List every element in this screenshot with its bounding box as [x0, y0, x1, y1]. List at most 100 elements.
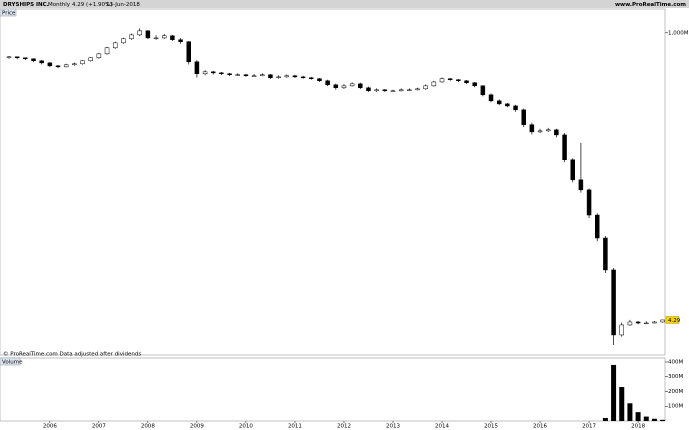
x-tick-label: 2013 — [386, 424, 400, 430]
candle-body — [14, 56, 20, 59]
candle-body — [594, 214, 600, 239]
candle-body — [260, 74, 265, 77]
candle-body — [456, 79, 461, 82]
candle-body — [431, 81, 437, 87]
last-price: 4.29 (+1.90%) — [72, 2, 112, 8]
candle-body — [88, 57, 93, 62]
x-tick-label: 2014 — [435, 424, 449, 430]
candle-body — [55, 65, 61, 68]
candle-body — [488, 94, 494, 102]
candle-body — [268, 74, 273, 79]
y-tick-label: 300M — [668, 374, 683, 380]
site: www.ProRealTime.com — [615, 2, 686, 8]
price-label-box — [0, 8, 17, 17]
volume-bar — [602, 418, 608, 421]
candle-body — [570, 159, 575, 181]
candle-body — [235, 74, 241, 76]
candle-body — [300, 76, 306, 79]
candle-body — [652, 321, 657, 324]
x-tick-label: 2007 — [92, 424, 106, 430]
candle-body — [309, 77, 314, 79]
candle-body — [47, 62, 53, 67]
candle-body — [96, 53, 102, 59]
candle-body — [6, 56, 12, 58]
candle-body — [251, 75, 257, 77]
candle-body — [423, 85, 428, 90]
volume-bar — [660, 419, 666, 421]
candle-body — [603, 237, 608, 271]
x-tick-label: 2012 — [337, 424, 351, 430]
candle-body — [325, 80, 330, 86]
candle-body — [112, 42, 118, 49]
candle-body — [23, 57, 28, 60]
candle-body — [513, 105, 518, 111]
candle-body — [545, 129, 551, 132]
volume-title: Volume — [2, 359, 23, 365]
candle-body — [153, 37, 159, 39]
last-price-label: 4.29 — [668, 318, 681, 324]
candle-body — [80, 60, 85, 65]
candle-body — [562, 134, 567, 160]
candle-body — [276, 76, 281, 79]
candle-body — [194, 61, 200, 75]
volume-bar — [627, 403, 633, 421]
volume-bar — [619, 387, 625, 421]
candle-body — [554, 129, 559, 136]
y-tick-label: 1,000M — [668, 30, 689, 36]
candle-body — [366, 87, 371, 92]
candle-body — [186, 41, 191, 63]
symbol: DRYSHIPS INC. — [3, 2, 49, 8]
candle-body — [211, 71, 216, 74]
candle-body — [178, 39, 183, 42]
x-tick-label: 2009 — [190, 424, 204, 430]
candle-body — [496, 100, 502, 105]
x-tick-label: 2016 — [533, 424, 547, 430]
candle-body — [349, 83, 355, 87]
candle-body — [529, 124, 535, 133]
candle-body — [505, 103, 510, 107]
x-tick-label: 2018 — [631, 424, 645, 430]
candle-body — [219, 72, 224, 75]
candle-body — [243, 74, 249, 77]
header-bar — [0, 0, 689, 8]
x-tick-label: 2010 — [239, 424, 253, 430]
y-tick-label: 100M — [668, 404, 683, 410]
candle-body — [537, 130, 543, 133]
candle-body — [521, 109, 526, 125]
candle-body — [472, 82, 477, 87]
date: 13-Jun-2018 — [106, 2, 140, 8]
x-tick-label: 2017 — [582, 424, 596, 430]
candle-body — [104, 47, 110, 55]
x-tick-label: 2015 — [484, 424, 498, 430]
candle-body — [202, 71, 208, 75]
candle-body — [161, 35, 167, 39]
volume-pane — [0, 357, 666, 422]
candle-body — [407, 89, 412, 91]
y-tick-label: 200M — [668, 389, 683, 395]
last-price-box — [665, 316, 680, 324]
price-title: Price — [2, 10, 16, 16]
candle-body — [578, 179, 584, 191]
volume-bar — [635, 412, 641, 421]
candle-body — [439, 78, 445, 83]
candle-body — [227, 73, 232, 75]
volume-label-box — [0, 357, 21, 366]
candle-body — [382, 89, 388, 92]
candle-body — [129, 34, 134, 40]
candle-body — [635, 321, 641, 324]
candle-body — [464, 80, 469, 84]
candle-body — [145, 30, 151, 39]
candle-body — [284, 75, 290, 78]
footnote: © ProRealTime.com Data adjusted after di… — [3, 351, 141, 358]
candle-body — [627, 321, 633, 326]
candle-body — [374, 89, 379, 92]
candle-body — [292, 75, 298, 78]
candle-body — [398, 89, 404, 92]
candle-body — [644, 322, 649, 325]
candle-body — [317, 78, 322, 82]
x-tick-label: 2011 — [288, 424, 302, 430]
candle-body — [137, 30, 142, 36]
candle-body — [358, 83, 363, 89]
candle-body — [480, 85, 486, 96]
